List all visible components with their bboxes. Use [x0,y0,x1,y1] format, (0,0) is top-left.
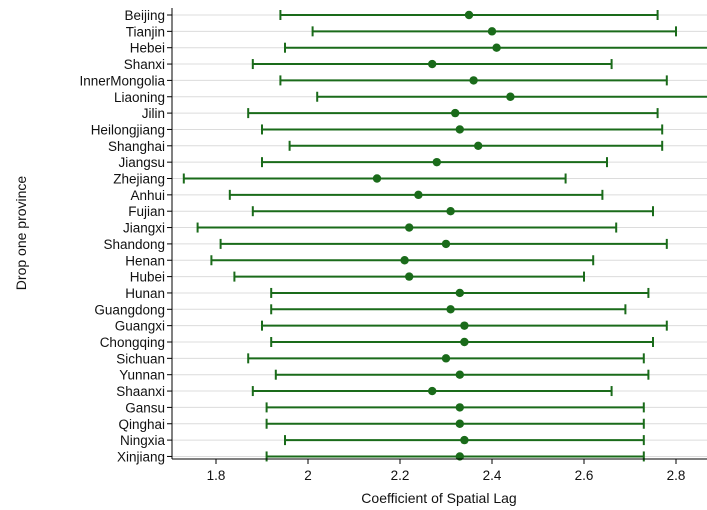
error-bars [182,10,707,462]
estimate-point-guangdong [446,305,455,314]
x-tick-label: 2 [304,468,312,483]
x-axis-title: Coefficient of Spatial Lag [361,490,516,506]
category-label-innermongolia: InnerMongolia [79,73,165,88]
estimate-point-zhejiang [372,174,382,183]
category-label-jiangsu: Jiangsu [118,155,165,170]
category-label-shandong: Shandong [103,237,165,252]
estimate-point-shaanxi [428,386,437,396]
estimate-point-beijing [464,10,474,20]
estimate-point-guangxi [460,321,469,330]
category-label-anhui: Anhui [130,188,165,203]
category-label-beijing: Beijing [124,8,165,23]
estimate-point-gansu [455,403,464,412]
category-label-hebei: Hebei [130,41,165,56]
estimate-point-jiangxi [405,223,414,232]
category-label-gansu: Gansu [125,400,165,415]
estimate-point-jiangsu [432,157,441,167]
category-label-heilongjiang: Heilongjiang [91,122,165,137]
estimate-point-innermongolia [469,76,478,85]
estimate-point-jilin [451,108,460,118]
category-label-guangdong: Guangdong [94,302,165,317]
category-label-guangxi: Guangxi [115,319,165,334]
category-label-chongqing: Chongqing [100,335,165,350]
x-tick-labels: 1.8 2 2.2 2.4 2.6 2.8 [207,459,686,483]
estimate-point-shanghai [474,141,483,150]
category-label-jiangxi: Jiangxi [123,221,165,236]
estimate-point-hebei [492,43,501,52]
category-label-sichuan: Sichuan [116,351,165,366]
category-label-tianjin: Tianjin [126,24,165,39]
category-label-hunan: Hunan [125,286,165,301]
category-label-jilin: Jilin [142,106,165,121]
estimate-point-anhui [414,190,423,200]
y-axis-title: Drop one province [13,176,29,291]
category-label-shanxi: Shanxi [124,57,165,72]
category-label-zhejiang: Zhejiang [113,172,165,187]
estimate-point-fujian [446,207,455,216]
estimate-point-hubei [405,272,414,281]
category-label-xinjiang: Xinjiang [117,449,165,464]
estimate-point-henan [400,256,409,265]
category-label-henan: Henan [125,253,165,268]
axes [171,8,707,460]
estimate-point-liaoning [506,92,515,101]
estimate-point-ningxia [460,435,469,445]
category-label-fujian: Fujian [128,204,165,219]
x-tick-label: 2.8 [667,468,686,483]
estimate-point-tianjin [487,27,497,36]
category-label-hubei: Hubei [130,270,165,285]
estimate-point-sichuan [441,354,451,363]
category-label-shanghai: Shanghai [108,139,165,154]
category-label-qinghai: Qinghai [118,417,165,432]
x-tick-label: 2.4 [483,468,502,483]
estimate-point-hunan [455,288,464,298]
category-label-yunnan: Yunnan [119,368,165,383]
category-label-liaoning: Liaoning [114,90,165,105]
x-tick-label: 1.8 [207,468,226,483]
category-label-ningxia: Ningxia [120,433,166,448]
x-tick-label: 2.2 [391,468,410,483]
estimate-point-chongqing [460,337,469,347]
estimate-point-heilongjiang [455,125,464,134]
x-tick-label: 2.6 [575,468,594,483]
estimate-point-qinghai [455,419,464,428]
estimate-point-shanxi [428,59,437,69]
estimate-point-shandong [441,239,451,249]
estimate-point-yunnan [455,370,464,379]
category-label-shaanxi: Shaanxi [116,384,165,399]
